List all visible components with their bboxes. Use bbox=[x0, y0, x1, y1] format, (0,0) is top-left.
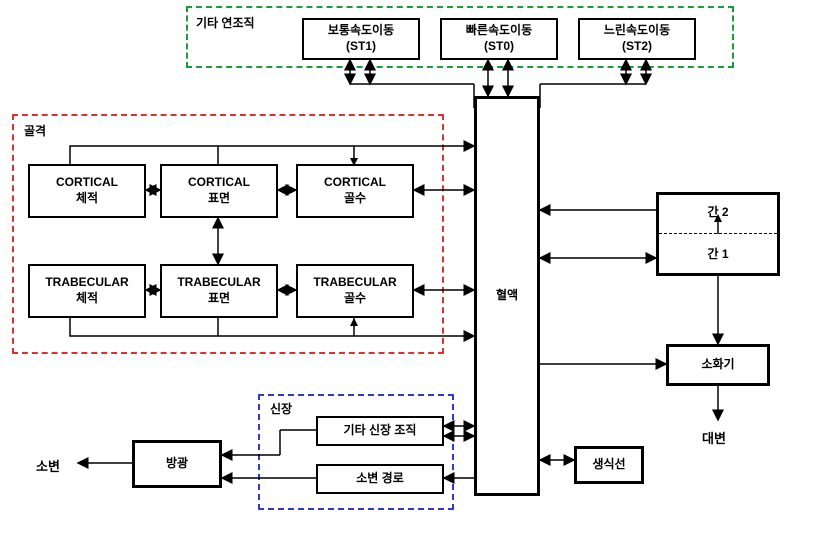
label-feces: 대변 bbox=[702, 428, 726, 447]
box-gonad: 생식선 bbox=[574, 446, 644, 484]
box-trabecular-surface: TRABECULAR 표면 bbox=[160, 264, 278, 318]
bladder-label: 방광 bbox=[166, 456, 188, 472]
cortB-l2: 골수 bbox=[344, 191, 366, 207]
cortB-l1: CORTICAL bbox=[324, 175, 386, 191]
group-soft-tissue-label: 기타 연조직 bbox=[196, 14, 255, 31]
trabS-l2: 표면 bbox=[208, 291, 230, 307]
gi-label: 소화기 bbox=[701, 357, 734, 373]
box-urine-path: 소변 경로 bbox=[316, 464, 444, 494]
box-trabecular-bone: TRABECULAR 골수 bbox=[296, 264, 414, 318]
urinePath-label: 소변 경로 bbox=[356, 471, 404, 487]
box-cortical-bone: CORTICAL 골수 bbox=[296, 164, 414, 218]
trabV-l2: 체적 bbox=[76, 291, 98, 307]
box-blood: 혈액 bbox=[474, 96, 540, 496]
otherKidney-label: 기타 신장 조직 bbox=[344, 423, 417, 439]
cortS-l1: CORTICAL bbox=[188, 175, 250, 191]
box-gi: 소화기 bbox=[666, 344, 770, 386]
cortV-l2: 체적 bbox=[76, 191, 98, 207]
box-liver: 간 2 간 1 bbox=[656, 192, 780, 276]
box-other-kidney: 기타 신장 조직 bbox=[316, 416, 444, 446]
group-skeleton bbox=[12, 114, 444, 354]
st2-l1: 느린속도이동 bbox=[604, 23, 670, 39]
label-urine: 소변 bbox=[36, 456, 60, 475]
st1-l1: 보통속도이동 bbox=[328, 23, 394, 39]
trabS-l1: TRABECULAR bbox=[177, 275, 260, 291]
group-skeleton-label: 골격 bbox=[24, 122, 46, 139]
box-cortical-surface: CORTICAL 표면 bbox=[160, 164, 278, 218]
box-st0: 빠른속도이동 (ST0) bbox=[440, 18, 558, 60]
cortS-l2: 표면 bbox=[208, 191, 230, 207]
box-trabecular-volume: TRABECULAR 체적 bbox=[28, 264, 146, 318]
st0-l1: 빠른속도이동 bbox=[466, 23, 532, 39]
gonad-label: 생식선 bbox=[592, 457, 625, 473]
box-st1: 보통속도이동 (ST1) bbox=[302, 18, 420, 60]
cortV-l1: CORTICAL bbox=[56, 175, 118, 191]
blood-label: 혈액 bbox=[496, 288, 518, 304]
box-st2: 느린속도이동 (ST2) bbox=[578, 18, 696, 60]
trabV-l1: TRABECULAR bbox=[45, 275, 128, 291]
trabB-l2: 골수 bbox=[344, 291, 366, 307]
box-cortical-volume: CORTICAL 체적 bbox=[28, 164, 146, 218]
liver-l2: 간 1 bbox=[707, 247, 728, 267]
st0-l2: (ST0) bbox=[484, 39, 514, 55]
group-kidney-label: 신장 bbox=[270, 400, 292, 417]
box-bladder: 방광 bbox=[132, 440, 222, 488]
trabB-l1: TRABECULAR bbox=[313, 275, 396, 291]
st2-l2: (ST2) bbox=[622, 39, 652, 55]
liver-divider bbox=[659, 233, 777, 234]
st1-l2: (ST1) bbox=[346, 39, 376, 55]
